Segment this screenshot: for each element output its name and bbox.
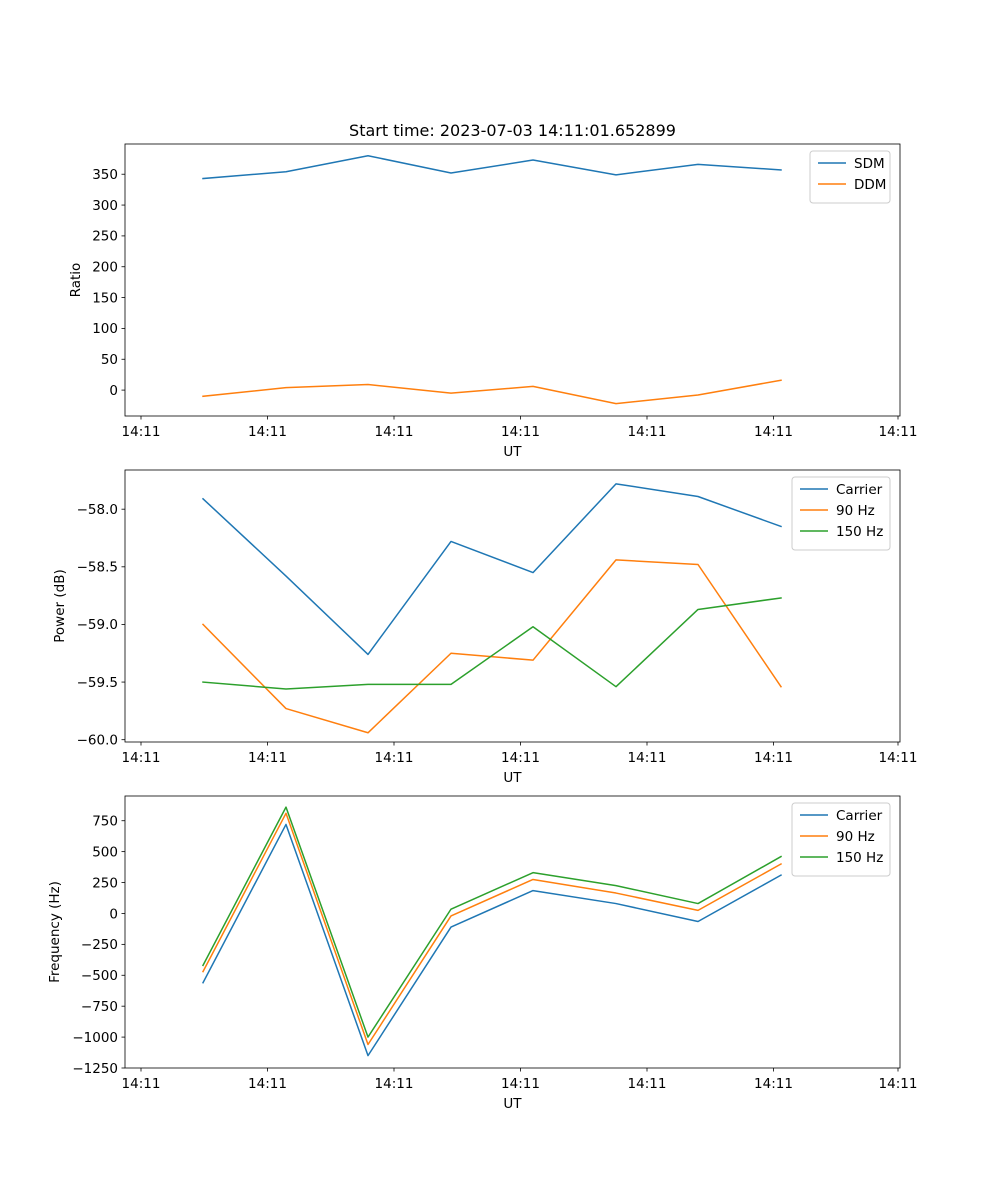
y-axis-label: Ratio (68, 263, 84, 298)
legend-label: 150 Hz (836, 524, 883, 540)
y-tick-label: 0 (109, 383, 118, 399)
series-line-150-hz (202, 597, 782, 690)
y-axis-label: Frequency (Hz) (47, 881, 63, 983)
y-tick-label: 100 (92, 321, 118, 337)
x-tick-label: 14:11 (375, 750, 414, 766)
legend-label: DDM (854, 177, 886, 193)
x-tick-label: 14:11 (628, 424, 667, 440)
x-tick-label: 14:11 (879, 424, 918, 440)
x-tick-label: 14:11 (879, 750, 918, 766)
legend-box (809, 150, 891, 204)
y-tick-label: −58.5 (77, 560, 118, 576)
plot-frame (124, 795, 901, 1069)
x-tick-label: 14:11 (248, 1076, 287, 1092)
x-tick-label: 14:11 (122, 1076, 161, 1092)
x-tick-label: 14:11 (501, 1076, 540, 1092)
series-line-90-hz (201, 812, 783, 1046)
x-tick-label: 14:11 (879, 1076, 918, 1092)
series-line-90-hz (201, 559, 783, 734)
legend-label: Carrier (836, 808, 883, 824)
panel-2: 14:11 14:11 14:11 14:11 14:11 14:11 14:11−60.0… (52, 469, 918, 786)
y-tick-label: 300 (92, 198, 118, 214)
y-tick-label: −60.0 (77, 732, 118, 748)
y-tick-label: 500 (92, 844, 118, 860)
y-tick-label: 750 (92, 814, 118, 830)
legend-label: Carrier (836, 482, 883, 498)
panel-1: 14:11 14:11 14:11 14:11 14:11 14:11 14:11 0 50 10… (68, 143, 918, 460)
series-line-carrier (201, 483, 782, 656)
series-line-ddm (202, 379, 782, 405)
y-tick-label: 0 (109, 906, 118, 922)
x-tick-label: 14:11 (375, 424, 414, 440)
x-tick-label: 14:11 (248, 424, 287, 440)
y-tick-label: −500 (81, 968, 118, 984)
x-tick-label: 14:11 (628, 750, 667, 766)
x-tick-label: 14:11 (122, 424, 161, 440)
legend-label: 90 Hz (836, 829, 875, 845)
y-axis-label: Power (dB) (52, 569, 68, 642)
x-axis-label: UT (503, 444, 522, 460)
series-line-150-hz (201, 806, 783, 1038)
series-line-carrier (201, 823, 783, 1057)
y-tick-label: −250 (81, 937, 118, 953)
legend-label: 90 Hz (836, 503, 875, 519)
y-tick-label: 200 (92, 260, 118, 276)
y-tick-label: −750 (81, 999, 118, 1015)
x-tick-label: 14:11 (628, 1076, 667, 1092)
plot-frame (124, 143, 901, 417)
y-tick-label: −1000 (72, 1030, 118, 1046)
y-tick-label: 150 (92, 290, 118, 306)
y-tick-label: 250 (92, 875, 118, 891)
x-tick-label: 14:11 (754, 424, 793, 440)
x-tick-label: 14:11 (754, 750, 793, 766)
y-tick-label: −58.0 (77, 502, 118, 518)
x-tick-label: 14:11 (122, 750, 161, 766)
x-tick-label: 14:11 (248, 750, 287, 766)
series-line-sdm (202, 154, 782, 180)
y-tick-label: 350 (92, 167, 118, 183)
y-tick-label: 250 (92, 229, 118, 245)
legend-label: SDM (854, 156, 885, 172)
x-axis-label: UT (503, 770, 522, 786)
panel-3: 14:11 14:11 14:11 14:11 14:11 14:11 14:11−1250… (47, 795, 918, 1112)
legend-label: 150 Hz (836, 850, 883, 866)
y-tick-label: −59.0 (77, 617, 118, 633)
x-tick-label: 14:11 (501, 750, 540, 766)
x-tick-label: 14:11 (375, 1076, 414, 1092)
y-tick-label: −59.5 (77, 675, 118, 691)
plot-frame (124, 469, 901, 743)
x-tick-label: 14:11 (754, 1076, 793, 1092)
x-tick-label: 14:11 (501, 424, 540, 440)
figure-title: Start time: 2023-07-03 14:11:01.652899 (349, 121, 676, 140)
y-tick-label: −1250 (72, 1061, 118, 1077)
y-tick-label: 50 (101, 352, 118, 368)
x-axis-label: UT (503, 1096, 522, 1112)
